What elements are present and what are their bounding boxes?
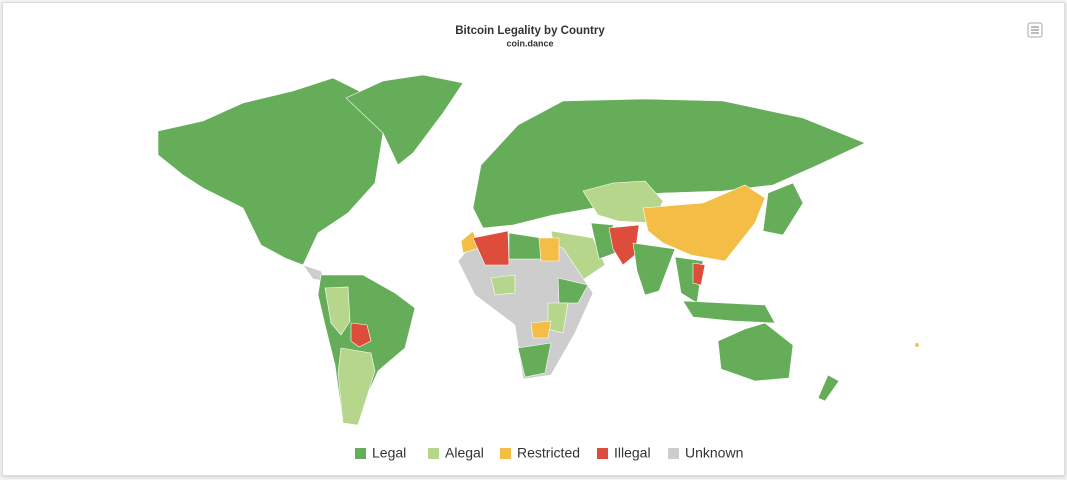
country xyxy=(557,277,589,304)
country xyxy=(490,274,516,296)
menu-button[interactable] xyxy=(1027,22,1043,38)
country xyxy=(508,232,542,260)
legend-swatch xyxy=(597,448,608,459)
country xyxy=(682,300,776,324)
country xyxy=(608,224,640,266)
country xyxy=(632,242,676,296)
country xyxy=(530,320,552,339)
legend-swatch xyxy=(668,448,679,459)
country xyxy=(517,342,552,378)
legend-item[interactable]: Illegal xyxy=(597,445,651,461)
country xyxy=(472,230,510,266)
country xyxy=(157,77,384,266)
country xyxy=(472,98,866,229)
country xyxy=(642,184,766,262)
legend-item[interactable]: Unknown xyxy=(668,445,743,461)
legend-swatch xyxy=(355,448,366,459)
legend-swatch xyxy=(500,448,511,459)
legend-swatch xyxy=(428,448,439,459)
legend: Legal Alegal Restricted Illegal Unknown xyxy=(355,445,743,461)
country xyxy=(692,262,706,286)
country xyxy=(762,182,804,236)
country xyxy=(337,347,376,426)
legend-item[interactable]: Legal xyxy=(355,445,406,461)
country xyxy=(914,342,920,348)
legend-item[interactable]: Restricted xyxy=(500,445,580,461)
legend-label: Unknown xyxy=(685,445,743,461)
world-map xyxy=(157,74,920,426)
country xyxy=(717,322,794,382)
legend-label: Restricted xyxy=(517,445,580,461)
country xyxy=(324,286,351,336)
legend-label: Alegal xyxy=(445,445,484,461)
country xyxy=(547,302,569,334)
legend-label: Legal xyxy=(372,445,406,461)
chart-subtitle: coin.dance xyxy=(506,38,553,48)
legend-item[interactable]: Alegal xyxy=(428,445,484,461)
country xyxy=(538,237,560,262)
country xyxy=(590,222,616,260)
country xyxy=(350,322,372,348)
map-chart: Bitcoin Legality by Country coin.dance xyxy=(157,22,1043,461)
country xyxy=(817,374,840,402)
chart-title: Bitcoin Legality by Country xyxy=(455,25,605,37)
legend-label: Illegal xyxy=(614,445,651,461)
country xyxy=(345,74,464,166)
